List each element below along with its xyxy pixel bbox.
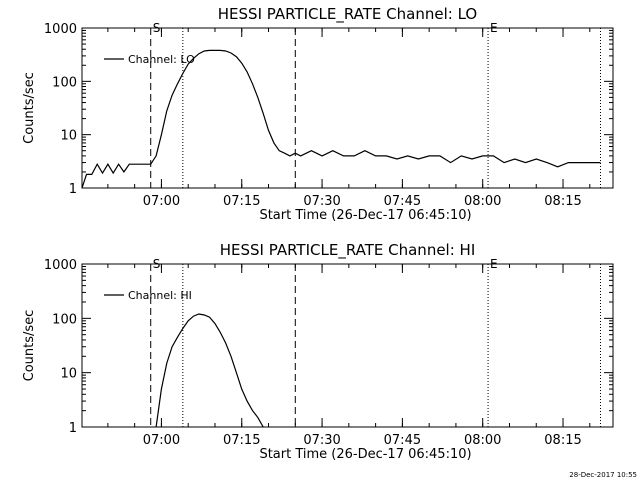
x-tick-label: 08:00 bbox=[464, 433, 501, 448]
y-tick-label: 100 bbox=[52, 75, 77, 90]
y-tick-label: 10 bbox=[60, 129, 77, 144]
legend-label: Channel: HI bbox=[128, 289, 192, 302]
x-tick-label: 07:45 bbox=[384, 194, 421, 209]
event-marker-label: E bbox=[490, 257, 498, 271]
x-tick-label: 07:00 bbox=[143, 194, 180, 209]
y-tick-label: 100 bbox=[52, 312, 77, 327]
x-tick-label: 07:30 bbox=[303, 194, 340, 209]
x-tick-label: 08:15 bbox=[544, 433, 581, 448]
series-line bbox=[82, 49, 601, 188]
y-tick-label: 1000 bbox=[44, 258, 77, 273]
y-tick-label: 1000 bbox=[44, 22, 77, 37]
y-axis-label: Counts/sec bbox=[22, 72, 37, 144]
x-tick-label: 07:15 bbox=[223, 433, 260, 448]
hi-channel-panel: HESSI PARTICLE_RATE Channel: HI 1 10 100 100… bbox=[22, 241, 614, 462]
chart-title: HESSI PARTICLE_RATE Channel: HI bbox=[220, 241, 476, 260]
lo-channel-panel: HESSI PARTICLE_RATE Channel: LO 1 10 100 100… bbox=[22, 5, 614, 223]
series-line bbox=[155, 313, 264, 427]
y-axis-label: Counts/sec bbox=[22, 310, 37, 382]
x-tick-label: 07:00 bbox=[143, 433, 180, 448]
y-tick-label: 1 bbox=[69, 421, 77, 436]
legend-label: Channel: LO bbox=[128, 53, 195, 66]
event-marker-label: S bbox=[153, 257, 161, 271]
x-axis-label: Start Time (26-Dec-17 06:45:10) bbox=[259, 208, 471, 223]
x-tick-label: 07:15 bbox=[223, 194, 260, 209]
event-marker-label: E bbox=[490, 21, 498, 35]
x-tick-label: 07:30 bbox=[303, 433, 340, 448]
x-tick-label: 08:00 bbox=[464, 194, 501, 209]
timestamp-label: 28-Dec-2017 10:55 bbox=[569, 471, 637, 479]
y-tick-label: 1 bbox=[69, 182, 77, 197]
x-tick-label: 07:45 bbox=[384, 433, 421, 448]
x-tick-label: 08:15 bbox=[544, 194, 581, 209]
chart-title: HESSI PARTICLE_RATE Channel: LO bbox=[218, 5, 477, 24]
x-axis-label: Start Time (26-Dec-17 06:45:10) bbox=[259, 447, 471, 462]
plot-frame bbox=[81, 27, 614, 189]
y-tick-label: 10 bbox=[60, 367, 77, 382]
event-marker-label: S bbox=[153, 21, 161, 35]
plot-frame bbox=[81, 263, 614, 428]
